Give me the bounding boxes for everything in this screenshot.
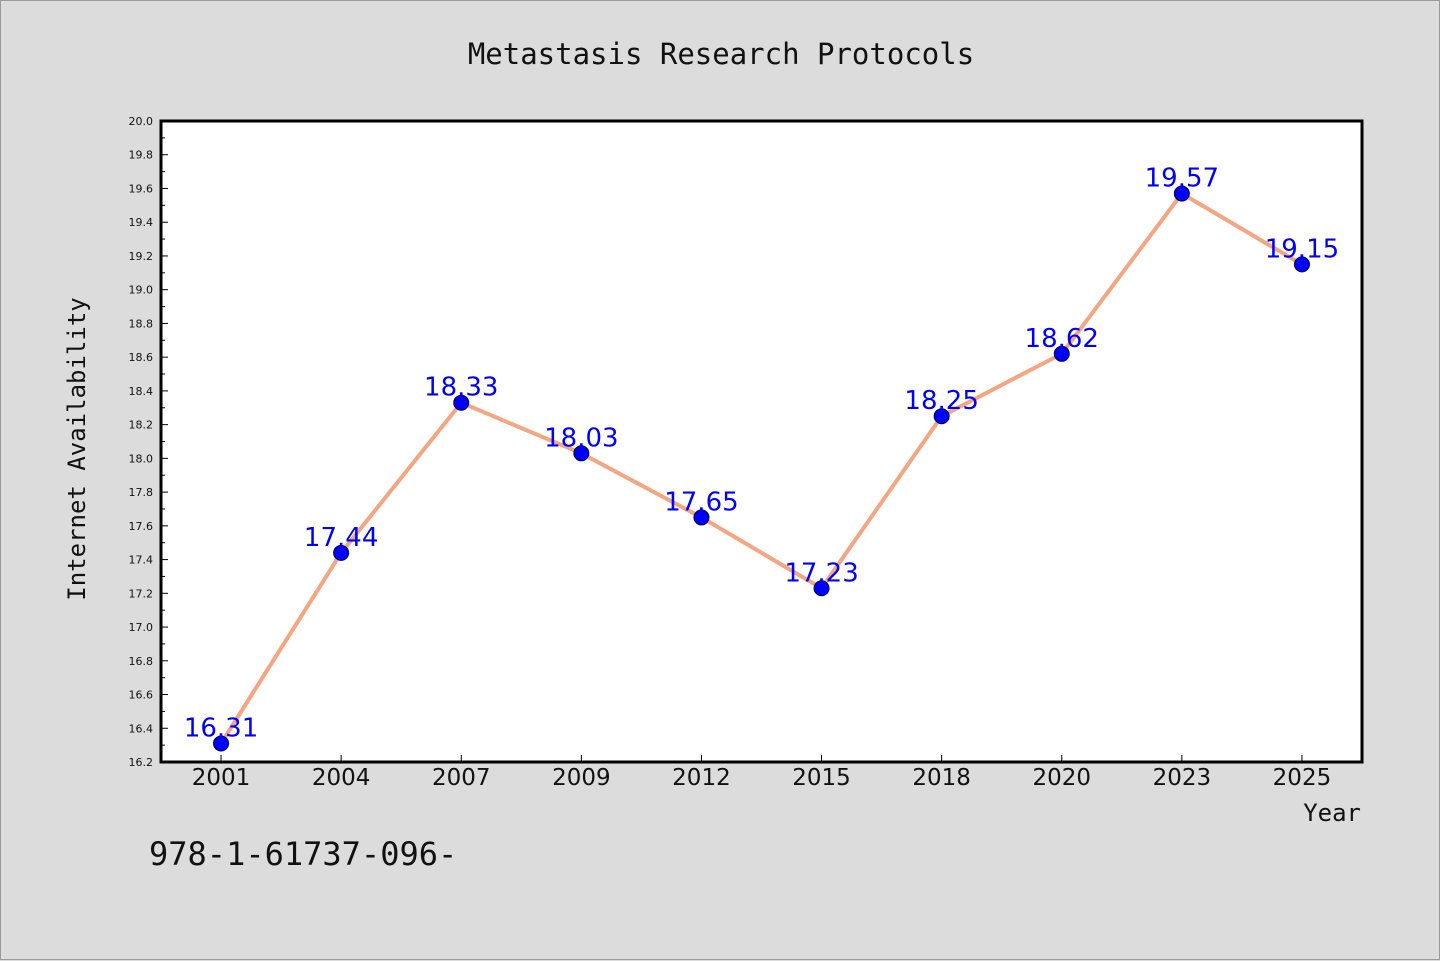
y-tick-label: 18.2 (129, 419, 154, 432)
y-tick-label: 19.6 (129, 182, 154, 195)
x-tick-label: 2018 (912, 765, 971, 791)
y-tick-label: 19.0 (129, 284, 154, 297)
y-tick-label: 16.6 (129, 689, 154, 702)
x-tick-label: 2020 (1032, 765, 1091, 791)
y-tick-label: 20.0 (129, 115, 154, 128)
data-point (213, 735, 230, 752)
data-label: 17.65 (664, 487, 738, 517)
data-label: 17.23 (784, 558, 858, 588)
x-tick-label: 2012 (672, 765, 731, 791)
y-axis-label: Internet Availability (63, 297, 91, 600)
y-tick-label: 16.4 (129, 722, 154, 735)
data-point (933, 408, 950, 425)
data-point (693, 509, 710, 526)
x-tick-label: 2015 (792, 765, 851, 791)
data-point (813, 580, 830, 597)
y-tick-label: 19.8 (129, 149, 154, 162)
y-tick-label: 19.4 (129, 216, 154, 229)
x-tick-label: 2025 (1273, 765, 1332, 791)
series-layer: 16.31 17.44 18.33 18.03 17.65 17.23 18.25 18.62… (184, 164, 1339, 752)
y-tick-label: 18.6 (129, 351, 154, 364)
data-point (453, 394, 470, 411)
y-tick-label: 17.8 (129, 486, 154, 499)
x-axis-label: Year (1303, 799, 1361, 827)
y-tick-label: 17.0 (129, 621, 154, 634)
y-tick-label: 17.6 (129, 520, 154, 533)
y-tick-label: 16.8 (129, 655, 154, 668)
data-label: 17.44 (304, 523, 378, 553)
footer-text: 978-1-61737-096- (149, 835, 457, 873)
data-point (333, 544, 350, 561)
data-label: 19.57 (1145, 164, 1219, 194)
x-tick-label: 2023 (1153, 765, 1212, 791)
x-tick-label: 2001 (192, 765, 251, 791)
y-tick-label: 16.2 (129, 756, 154, 769)
y-tick-label: 19.2 (129, 250, 154, 263)
series-line (219, 191, 1303, 745)
y-tick-label: 17.4 (129, 554, 154, 567)
data-label: 18.33 (424, 373, 498, 403)
y-axis: 16.2 16.4 16.6 16.8 17.0 17.2 17.4 17.6 17.8 18.0… (129, 115, 168, 769)
data-label: 18.62 (1025, 324, 1099, 354)
y-tick-label: 18.0 (129, 452, 154, 465)
x-tick-label: 2009 (552, 765, 611, 791)
data-point (573, 445, 590, 462)
y-tick-label: 18.4 (129, 385, 154, 398)
y-tick-label: 17.2 (129, 587, 154, 600)
data-label: 19.15 (1265, 234, 1339, 264)
data-label: 16.31 (184, 713, 258, 743)
data-point (1293, 256, 1310, 273)
plot-border (159, 119, 1364, 764)
x-tick-label: 2004 (312, 765, 371, 791)
data-point (1173, 185, 1190, 202)
plot-area (161, 121, 1362, 762)
y-tick-label: 18.8 (129, 317, 154, 330)
data-label: 18.25 (904, 386, 978, 416)
data-point (1053, 345, 1070, 362)
x-axis: 2001 2004 2007 2009 2012 2015 2018 2020 2023 2025 (192, 755, 1331, 791)
chart-title: Metastasis Research Protocols (468, 37, 974, 71)
x-tick-label: 2007 (432, 765, 491, 791)
data-label: 18.03 (544, 423, 618, 453)
